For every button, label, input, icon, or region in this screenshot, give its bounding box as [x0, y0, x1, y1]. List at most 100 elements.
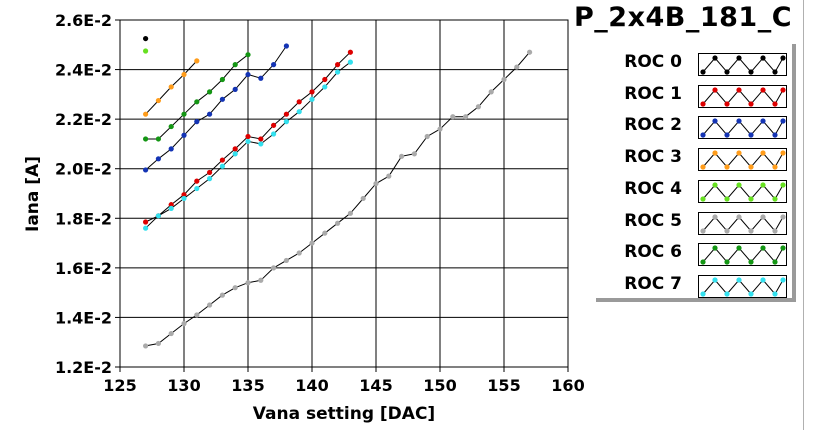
legend-swatch	[698, 84, 787, 108]
x-axis-ticks: 125 130 135 140 145 150 155 160	[103, 367, 585, 395]
data-point-roc-5	[194, 312, 200, 318]
y-tick-label: 2.4E-2	[55, 61, 112, 80]
x-tick-label: 160	[551, 376, 584, 395]
data-point-roc-3	[168, 84, 174, 90]
data-point-roc-3	[143, 111, 149, 117]
data-point-roc-3	[194, 58, 200, 64]
series-roc-7	[143, 59, 353, 231]
data-point-roc-5	[207, 302, 213, 308]
data-point-roc-5	[245, 280, 251, 286]
data-point-roc-2	[219, 96, 225, 102]
data-point-roc-7	[296, 109, 302, 115]
data-point-roc-5	[463, 114, 469, 120]
data-point-roc-1	[245, 133, 251, 140]
data-point-roc-2	[207, 111, 213, 117]
data-point-roc-5	[347, 210, 353, 216]
legend-label: ROC 1	[624, 83, 682, 104]
data-point-roc-7	[245, 138, 251, 145]
x-tick-label: 125	[103, 376, 136, 395]
legend-label: ROC 6	[624, 242, 682, 263]
x-tick-label: 155	[487, 376, 520, 395]
data-point-roc-6	[232, 62, 238, 68]
y-tick-label: 1.8E-2	[55, 209, 112, 228]
data-point-roc-2	[245, 71, 251, 78]
data-point-roc-7	[309, 96, 315, 102]
data-point-roc-5	[386, 173, 392, 179]
data-point-roc-3	[155, 97, 161, 104]
y-tick-label: 2.6E-2	[55, 11, 112, 30]
y-tick-label: 1.2E-2	[55, 358, 112, 377]
data-point-roc-5	[271, 265, 277, 271]
x-tick-label: 135	[231, 376, 264, 395]
legend-item-roc-7: ROC 7	[596, 270, 792, 300]
data-point-roc-5	[283, 257, 289, 264]
series-layer	[143, 35, 533, 349]
data-point-roc-1	[258, 136, 264, 142]
data-point-roc-5	[258, 277, 264, 283]
data-point-roc-1	[168, 202, 174, 208]
data-point-roc-5	[219, 292, 225, 298]
legend-swatch	[698, 274, 787, 298]
data-point-roc-2	[155, 156, 161, 162]
data-point-roc-1	[283, 111, 289, 117]
data-point-roc-1	[207, 169, 213, 176]
data-point-roc-5	[181, 321, 187, 327]
y-tick-label: 1.4E-2	[55, 308, 112, 327]
data-point-roc-6	[194, 99, 200, 105]
data-point-roc-2	[143, 167, 149, 173]
data-point-roc-7	[322, 84, 328, 90]
data-point-roc-5	[424, 133, 430, 140]
data-point-roc-7	[335, 69, 341, 75]
legend-item-roc-2: ROC 2	[596, 111, 792, 141]
legend-swatch	[698, 148, 787, 172]
data-point-roc-1	[271, 122, 277, 128]
data-point-roc-5	[488, 89, 494, 95]
legend-label: ROC 5	[624, 210, 682, 231]
data-point-roc-6	[181, 111, 187, 117]
legend-label: ROC 4	[624, 178, 682, 199]
data-point-roc-5	[335, 220, 341, 226]
data-point-roc-7	[194, 185, 200, 192]
data-point-roc-5	[143, 343, 149, 349]
data-point-roc-4	[143, 48, 149, 54]
data-point-roc-2	[181, 132, 187, 138]
data-point-roc-7	[271, 131, 277, 137]
series-roc-2	[143, 43, 289, 173]
data-point-roc-7	[283, 119, 289, 125]
data-point-roc-6	[168, 123, 174, 130]
legend-item-roc-6: ROC 6	[596, 238, 792, 268]
data-point-roc-1	[296, 99, 302, 105]
data-point-roc-1	[322, 76, 328, 83]
x-tick-label: 150	[423, 376, 456, 395]
data-point-roc-5	[527, 49, 533, 55]
x-tick-label: 145	[359, 376, 392, 395]
data-point-roc-7	[232, 151, 238, 157]
y-axis-label: Iana [A]	[23, 156, 43, 232]
data-point-roc-1	[347, 49, 353, 55]
legend-label: ROC 2	[624, 115, 682, 136]
legend-label: ROC 0	[624, 52, 682, 72]
data-point-roc-7	[258, 141, 264, 147]
data-point-roc-1	[194, 178, 200, 184]
data-point-roc-1	[309, 89, 315, 95]
data-point-roc-7	[207, 176, 213, 182]
plot-background	[119, 19, 569, 368]
series-roc-1	[143, 49, 353, 225]
data-point-roc-7	[143, 225, 149, 231]
data-point-roc-2	[194, 119, 200, 125]
series-roc-5	[143, 49, 533, 349]
data-point-roc-5	[296, 250, 302, 256]
data-point-roc-3	[181, 71, 187, 78]
data-point-roc-1	[335, 62, 341, 68]
legend-swatch	[698, 211, 787, 235]
data-point-roc-7	[347, 59, 353, 65]
data-point-roc-7	[219, 163, 225, 169]
legend-label: ROC 7	[624, 273, 682, 294]
data-point-roc-1	[143, 219, 149, 225]
legend-item-roc-1: ROC 1	[596, 80, 792, 110]
data-point-roc-5	[501, 76, 507, 83]
data-point-roc-5	[360, 195, 366, 202]
data-point-roc-5	[437, 126, 443, 132]
series-line-roc-2	[145, 45, 287, 171]
data-point-roc-6	[155, 136, 161, 142]
